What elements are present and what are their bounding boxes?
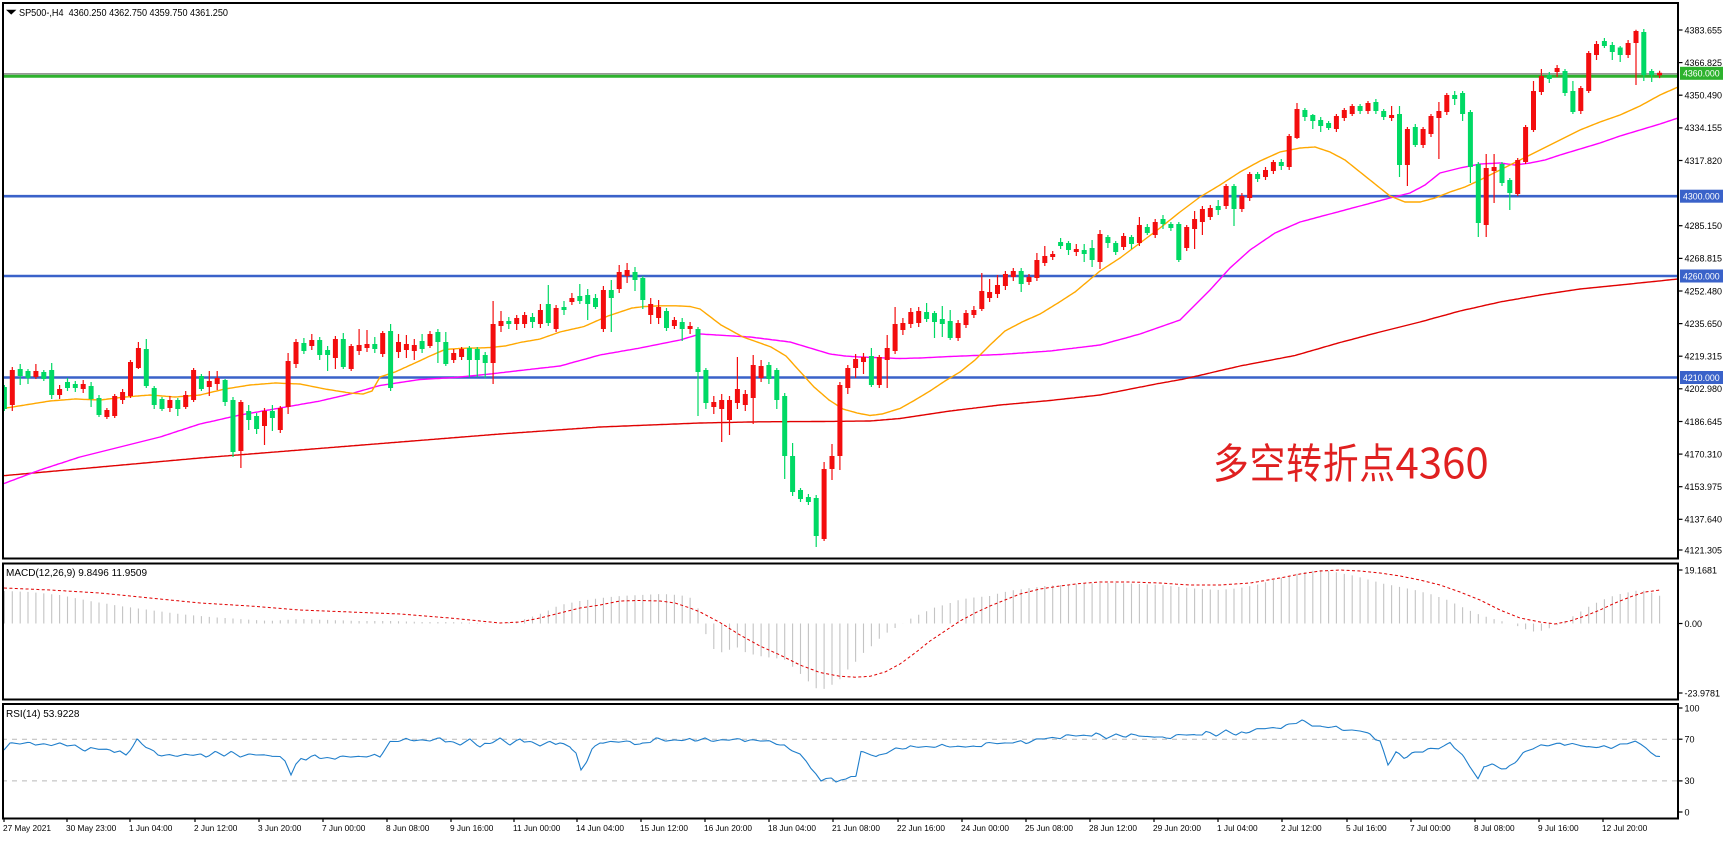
svg-text:0: 0 xyxy=(1685,807,1690,817)
svg-text:70: 70 xyxy=(1685,735,1695,745)
svg-text:4170.310: 4170.310 xyxy=(1685,449,1723,459)
svg-text:14 Jun 04:00: 14 Jun 04:00 xyxy=(576,823,624,833)
svg-text:4268.815: 4268.815 xyxy=(1685,254,1723,264)
svg-text:4350.490: 4350.490 xyxy=(1685,91,1723,101)
svg-text:18 Jun 04:00: 18 Jun 04:00 xyxy=(768,823,816,833)
svg-text:25 Jun 08:00: 25 Jun 08:00 xyxy=(1025,823,1073,833)
svg-text:RSI(14) 53.9228: RSI(14) 53.9228 xyxy=(6,709,80,720)
svg-text:4260.000: 4260.000 xyxy=(1683,271,1720,281)
svg-text:21 Jun 08:00: 21 Jun 08:00 xyxy=(832,823,880,833)
svg-text:4366.825: 4366.825 xyxy=(1685,58,1723,68)
svg-text:9 Jun 16:00: 9 Jun 16:00 xyxy=(450,823,494,833)
svg-text:1 Jul 04:00: 1 Jul 04:00 xyxy=(1217,823,1258,833)
svg-text:24 Jun 00:00: 24 Jun 00:00 xyxy=(961,823,1009,833)
svg-text:15 Jun 12:00: 15 Jun 12:00 xyxy=(640,823,688,833)
svg-text:9 Jul 16:00: 9 Jul 16:00 xyxy=(1538,823,1579,833)
svg-text:100: 100 xyxy=(1685,703,1700,713)
svg-text:8 Jul 08:00: 8 Jul 08:00 xyxy=(1474,823,1515,833)
svg-text:4317.820: 4317.820 xyxy=(1685,156,1723,166)
svg-text:MACD(12,26,9) 9.8496 11.9509: MACD(12,26,9) 9.8496 11.9509 xyxy=(6,568,147,579)
svg-text:11 Jun 00:00: 11 Jun 00:00 xyxy=(513,823,561,833)
svg-text:3 Jun 20:00: 3 Jun 20:00 xyxy=(258,823,302,833)
svg-text:4334.155: 4334.155 xyxy=(1685,123,1723,133)
svg-text:8 Jun 08:00: 8 Jun 08:00 xyxy=(386,823,430,833)
svg-text:16 Jun 20:00: 16 Jun 20:00 xyxy=(704,823,752,833)
svg-text:4153.975: 4153.975 xyxy=(1685,482,1723,492)
svg-text:30 May 23:00: 30 May 23:00 xyxy=(66,823,117,833)
svg-text:12 Jul 20:00: 12 Jul 20:00 xyxy=(1602,823,1648,833)
svg-text:19.1681: 19.1681 xyxy=(1685,565,1718,575)
svg-text:5 Jul 16:00: 5 Jul 16:00 xyxy=(1346,823,1387,833)
svg-text:4252.480: 4252.480 xyxy=(1685,286,1723,296)
svg-text:4285.150: 4285.150 xyxy=(1685,221,1723,231)
svg-text:4360.000: 4360.000 xyxy=(1683,69,1720,79)
svg-text:4219.315: 4219.315 xyxy=(1685,352,1723,362)
svg-text:4383.655: 4383.655 xyxy=(1685,25,1723,35)
svg-text:22 Jun 16:00: 22 Jun 16:00 xyxy=(897,823,945,833)
svg-text:4235.650: 4235.650 xyxy=(1685,319,1723,329)
svg-text:4202.980: 4202.980 xyxy=(1685,384,1723,394)
svg-text:29 Jun 20:00: 29 Jun 20:00 xyxy=(1153,823,1201,833)
svg-text:28 Jun 12:00: 28 Jun 12:00 xyxy=(1089,823,1137,833)
svg-text:0.00: 0.00 xyxy=(1685,619,1703,629)
svg-text:4186.645: 4186.645 xyxy=(1685,417,1723,427)
svg-text:4300.000: 4300.000 xyxy=(1683,192,1720,202)
svg-text:SP500-,H4 4360.250 4362.750 4: SP500-,H4 4360.250 4362.750 4359.750 436… xyxy=(19,8,228,19)
svg-text:7 Jun 00:00: 7 Jun 00:00 xyxy=(322,823,366,833)
svg-text:27 May 2021: 27 May 2021 xyxy=(3,823,51,833)
svg-text:4137.640: 4137.640 xyxy=(1685,515,1723,525)
svg-text:4210.000: 4210.000 xyxy=(1683,373,1720,383)
svg-text:4121.305: 4121.305 xyxy=(1685,545,1723,555)
svg-text:-23.9781: -23.9781 xyxy=(1685,688,1721,698)
svg-text:2 Jul 12:00: 2 Jul 12:00 xyxy=(1281,823,1322,833)
svg-text:1 Jun 04:00: 1 Jun 04:00 xyxy=(129,823,173,833)
svg-text:7 Jul 00:00: 7 Jul 00:00 xyxy=(1410,823,1451,833)
svg-text:30: 30 xyxy=(1685,776,1695,786)
svg-text:2 Jun 12:00: 2 Jun 12:00 xyxy=(194,823,238,833)
